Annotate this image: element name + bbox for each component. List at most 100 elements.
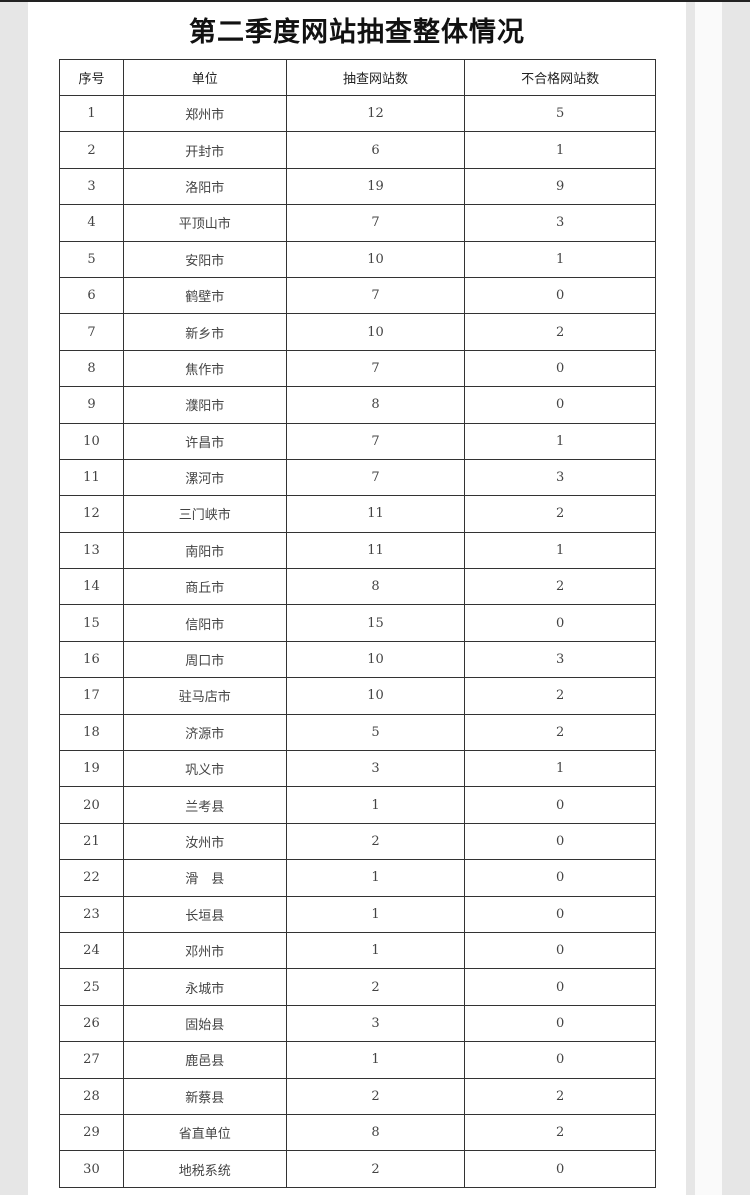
index-cell: 4 — [59, 204, 124, 242]
failed-count-cell: 0 — [464, 859, 656, 897]
checked-count-cell: 2 — [285, 822, 466, 861]
failed-count-cell: 0 — [464, 931, 656, 970]
failed-count-cell: 0 — [464, 968, 656, 1006]
failed-count-cell: 2 — [464, 677, 656, 715]
unit-cell: 兰考县 — [122, 786, 287, 824]
index-cell: 21 — [59, 822, 124, 861]
checked-count-cell: 7 — [285, 422, 466, 460]
table-row: 5 安阳市 10 1 — [59, 240, 656, 278]
failed-count-cell: 0 — [464, 822, 656, 861]
index-cell: 7 — [59, 313, 124, 351]
checked-count-cell: 8 — [285, 386, 466, 424]
failed-count-cell: 3 — [464, 204, 656, 242]
checked-count-cell: 1 — [285, 786, 466, 824]
unit-cell: 长垣县 — [122, 895, 287, 933]
unit-cell: 商丘市 — [122, 568, 287, 606]
failed-count-cell: 5 — [464, 94, 656, 133]
failed-count-cell: 1 — [464, 240, 656, 278]
index-cell: 8 — [59, 349, 124, 388]
checked-count-cell: 11 — [285, 531, 466, 570]
failed-count-cell: 1 — [464, 750, 656, 788]
table-row: 29 省直单位 8 2 — [59, 1113, 656, 1152]
table-row: 4 平顶山市 7 3 — [59, 204, 656, 242]
index-cell: 17 — [59, 677, 124, 715]
unit-cell: 漯河市 — [122, 458, 287, 497]
failed-count-cell: 2 — [464, 1113, 656, 1152]
table-row: 14 商丘市 8 2 — [59, 568, 656, 606]
index-cell: 23 — [59, 895, 124, 933]
checked-count-cell: 10 — [285, 677, 466, 715]
checked-count-cell: 7 — [285, 349, 466, 388]
table-row: 17 驻马店市 10 2 — [59, 677, 656, 715]
failed-count-cell: 0 — [464, 1041, 656, 1079]
index-cell: 24 — [59, 931, 124, 970]
unit-cell: 省直单位 — [122, 1113, 287, 1152]
top-border — [0, 0, 750, 2]
table-row: 12 三门峡市 11 2 — [59, 495, 656, 533]
unit-cell: 济源市 — [122, 713, 287, 752]
table-row: 16 周口市 10 3 — [59, 640, 656, 679]
unit-cell: 安阳市 — [122, 240, 287, 278]
checked-count-cell: 3 — [285, 750, 466, 788]
index-cell: 25 — [59, 968, 124, 1006]
index-cell: 30 — [59, 1150, 124, 1188]
column-header-unit: 单位 — [122, 59, 287, 96]
checked-count-cell: 7 — [285, 276, 466, 315]
index-cell: 14 — [59, 568, 124, 606]
index-cell: 6 — [59, 276, 124, 315]
checked-count-cell: 5 — [285, 713, 466, 752]
checked-count-cell: 10 — [285, 313, 466, 351]
failed-count-cell: 3 — [464, 640, 656, 679]
table-row: 13 南阳市 11 1 — [59, 531, 656, 570]
unit-cell: 鹿邑县 — [122, 1041, 287, 1079]
checked-count-cell: 1 — [285, 931, 466, 970]
unit-cell: 洛阳市 — [122, 167, 287, 206]
inspection-table: 序号 单位 抽查网站数 不合格网站数 1 郑州市 12 5 2 开封市 6 1 3 洛阳市 19 9 4… — [59, 59, 656, 1188]
failed-count-cell: 0 — [464, 1004, 656, 1043]
checked-count-cell: 10 — [285, 640, 466, 679]
index-cell: 29 — [59, 1113, 124, 1152]
failed-count-cell: 0 — [464, 276, 656, 315]
table-row: 9 濮阳市 8 0 — [59, 386, 656, 424]
failed-count-cell: 0 — [464, 349, 656, 388]
index-cell: 28 — [59, 1077, 124, 1115]
table-row: 3 洛阳市 19 9 — [59, 167, 656, 206]
unit-cell: 许昌市 — [122, 422, 287, 460]
index-cell: 18 — [59, 713, 124, 752]
unit-cell: 开封市 — [122, 131, 287, 169]
failed-count-cell: 2 — [464, 1077, 656, 1115]
checked-count-cell: 15 — [285, 604, 466, 642]
failed-count-cell: 0 — [464, 786, 656, 824]
failed-count-cell: 0 — [464, 604, 656, 642]
unit-cell: 新乡市 — [122, 313, 287, 351]
failed-count-cell: 2 — [464, 495, 656, 533]
failed-count-cell: 2 — [464, 313, 656, 351]
index-cell: 11 — [59, 458, 124, 497]
checked-count-cell: 7 — [285, 204, 466, 242]
checked-count-cell: 19 — [285, 167, 466, 206]
column-header-index: 序号 — [59, 59, 124, 96]
column-header-checked: 抽查网站数 — [285, 59, 466, 96]
document-title: 第二季度网站抽查整体情况 — [189, 17, 525, 48]
unit-cell: 郑州市 — [122, 94, 287, 133]
table-row: 23 长垣县 1 0 — [59, 895, 656, 933]
unit-cell: 永城市 — [122, 968, 287, 1006]
unit-cell: 鹤壁市 — [122, 276, 287, 315]
index-cell: 20 — [59, 786, 124, 824]
checked-count-cell: 7 — [285, 458, 466, 497]
index-cell: 10 — [59, 422, 124, 460]
unit-cell: 滑 县 — [122, 859, 287, 897]
table-row: 15 信阳市 15 0 — [59, 604, 656, 642]
table-row: 24 邓州市 1 0 — [59, 931, 656, 970]
unit-cell: 地税系统 — [122, 1150, 287, 1188]
index-cell: 13 — [59, 531, 124, 570]
checked-count-cell: 1 — [285, 1041, 466, 1079]
failed-count-cell: 0 — [464, 895, 656, 933]
unit-cell: 平顶山市 — [122, 204, 287, 242]
checked-count-cell: 8 — [285, 1113, 466, 1152]
unit-cell: 三门峡市 — [122, 495, 287, 533]
table-row: 28 新蔡县 2 2 — [59, 1077, 656, 1115]
unit-cell: 驻马店市 — [122, 677, 287, 715]
checked-count-cell: 11 — [285, 495, 466, 533]
